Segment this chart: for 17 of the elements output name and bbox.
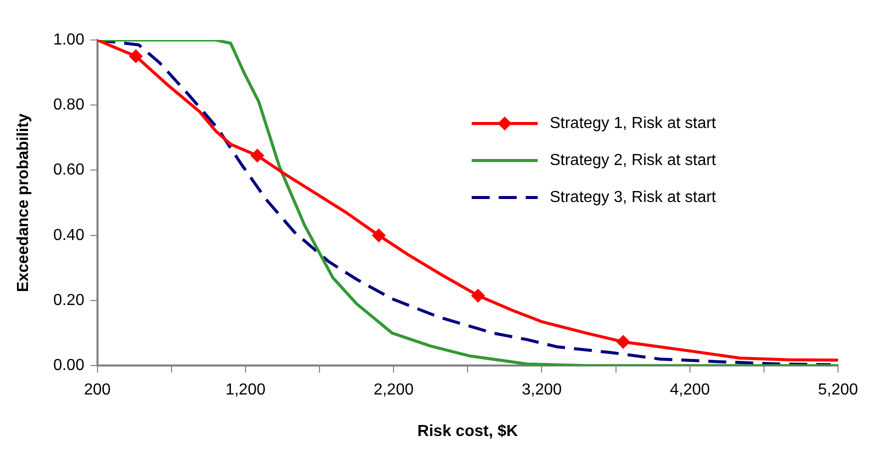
y-tick-label: 0.40 [53,226,84,244]
x-tick-label: 200 [84,382,111,399]
y-tick-label: 0.60 [53,162,84,179]
y-tick-label: 0.00 [53,357,84,374]
legend-label: Strategy 2, Risk at start [550,152,717,169]
x-tick-label: 3,200 [522,382,562,399]
y-axis-title: Exceedance probability [15,113,32,292]
x-tick-label: 2,200 [374,382,414,399]
y-tick-label: 0.80 [53,96,84,114]
x-tick-label: 5,200 [818,382,858,399]
y-tick-label: 1.00 [53,31,84,48]
x-axis-title: Risk cost, $K [417,422,518,440]
x-tick-label: 1,200 [225,382,266,399]
legend-label: Strategy 1, Risk at start [550,114,717,132]
x-tick-label: 4,200 [670,382,710,399]
y-tick-label: 0.20 [53,292,84,309]
legend-label: Strategy 3, Risk at start [550,188,717,206]
